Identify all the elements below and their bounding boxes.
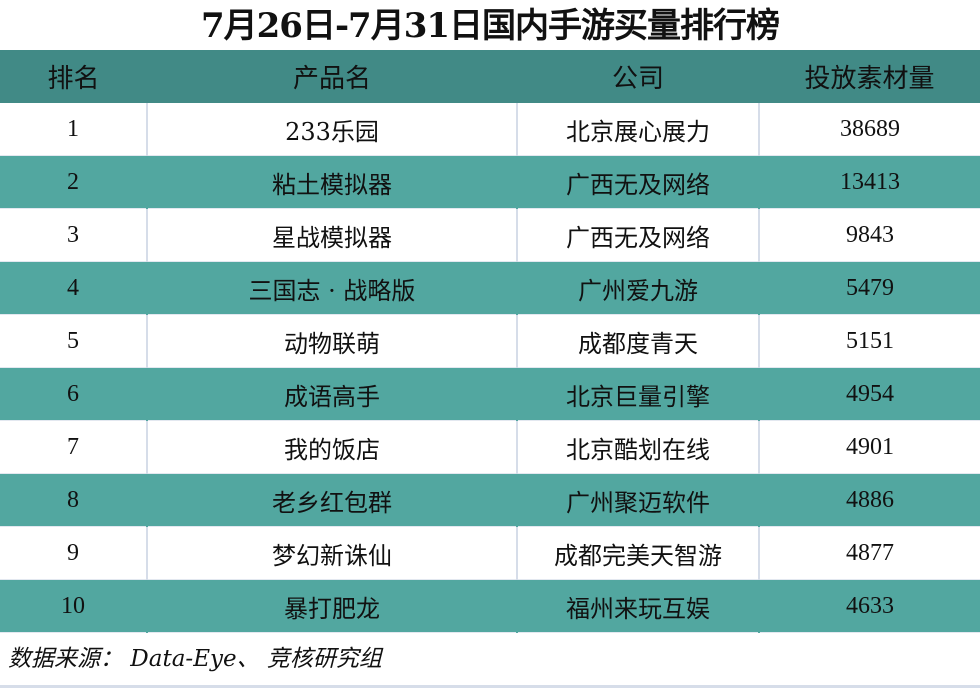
company-cell: 福州来玩互娱 <box>516 579 759 633</box>
table-row: 5 动物联萌 成都度青天 5151 <box>0 314 980 368</box>
table-row: 7 我的饭店 北京酷划在线 4901 <box>0 420 980 474</box>
company-cell: 北京酷划在线 <box>516 420 759 474</box>
product-cell: 成语高手 <box>146 367 517 421</box>
company-cell: 北京巨量引擎 <box>516 367 759 421</box>
product-cell: 梦幻新诛仙 <box>146 526 517 580</box>
table-header-row: 排名 产品名 公司 投放素材量 <box>0 50 980 103</box>
materials-cell: 9843 <box>758 208 980 262</box>
rank-cell: 9 <box>0 526 147 580</box>
company-cell: 广州聚迈软件 <box>516 473 759 527</box>
materials-cell: 4886 <box>758 473 980 527</box>
product-cell: 233乐园 <box>146 103 517 156</box>
company-cell: 广西无及网络 <box>516 155 759 209</box>
materials-cell: 5151 <box>758 314 980 368</box>
table-row: 4 三国志 · 战略版 广州爱九游 5479 <box>0 261 980 315</box>
ranking-table: 排名 产品名 公司 投放素材量 1 233乐园 北京展心展力 38689 2 粘土模拟器广… <box>0 50 980 633</box>
materials-cell: 4954 <box>758 367 980 421</box>
materials-cell: 4877 <box>758 526 980 580</box>
product-cell: 暴打肥龙 <box>146 579 517 633</box>
materials-cell: 4633 <box>758 579 980 633</box>
company-cell: 广西无及网络 <box>516 208 759 262</box>
company-cell: 成都度青天 <box>516 314 759 368</box>
table-row: 3 星战模拟器 广西无及网络 9843 <box>0 208 980 262</box>
rank-cell: 4 <box>0 261 147 315</box>
header-product: 产品名 <box>147 50 517 103</box>
header-materials: 投放素材量 <box>759 50 980 103</box>
materials-cell: 5479 <box>758 261 980 315</box>
company-cell: 成都完美天智游 <box>516 526 759 580</box>
rank-cell: 5 <box>0 314 147 368</box>
product-cell: 粘土模拟器 <box>146 155 517 209</box>
source-note: 数据来源： Data-Eye、 竞核研究组 <box>0 633 980 688</box>
rank-cell: 2 <box>0 155 147 209</box>
product-cell: 老乡红包群 <box>146 473 517 527</box>
product-cell: 星战模拟器 <box>146 208 517 262</box>
company-cell: 北京展心展力 <box>516 103 759 156</box>
product-cell: 动物联萌 <box>146 314 517 368</box>
table-row: 10 暴打肥龙 福州来玩互娱 4633 <box>0 579 980 633</box>
table-row: 2 粘土模拟器 广西无及网络 13413 <box>0 155 980 209</box>
company-cell: 广州爱九游 <box>516 261 759 315</box>
rank-cell: 1 <box>0 103 147 156</box>
rank-cell: 3 <box>0 208 147 262</box>
product-cell: 我的饭店 <box>146 420 517 474</box>
header-company: 公司 <box>517 50 759 103</box>
rank-cell: 7 <box>0 420 147 474</box>
table-row: 6 成语高手 北京巨量引擎 4954 <box>0 367 980 421</box>
rank-cell: 10 <box>0 579 147 633</box>
table-row: 1 233乐园 北京展心展力 38689 <box>0 103 980 156</box>
materials-cell: 13413 <box>758 155 980 209</box>
rank-cell: 8 <box>0 473 147 527</box>
header-rank: 排名 <box>0 50 147 103</box>
table-row: 8 老乡红包群 广州聚迈软件 4886 <box>0 473 980 527</box>
table-row: 9 梦幻新诛仙 成都完美天智游 4877 <box>0 526 980 580</box>
materials-cell: 38689 <box>758 103 980 156</box>
page-title: 7月26日-7月31日国内手游买量排行榜 <box>200 6 780 46</box>
rank-cell: 6 <box>0 367 147 421</box>
materials-cell: 4901 <box>758 420 980 474</box>
product-cell: 三国志 · 战略版 <box>146 261 517 315</box>
